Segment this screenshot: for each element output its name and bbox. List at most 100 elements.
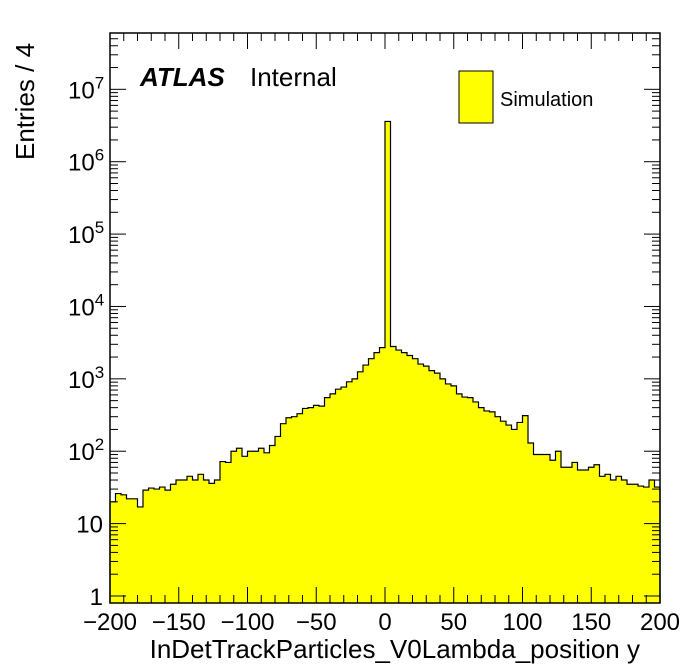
x-axis-title: InDetTrackParticles_V0Lambda_position y	[150, 634, 640, 664]
histogram-bin	[418, 364, 424, 603]
histogram-bin	[269, 445, 276, 603]
histogram-bin	[154, 489, 160, 603]
histogram-bin	[220, 461, 226, 603]
histogram-bin	[242, 456, 248, 603]
histogram-bin	[500, 421, 507, 603]
histogram-bin	[561, 467, 567, 603]
histogram-bin	[451, 385, 457, 603]
histogram-bin	[187, 476, 193, 603]
y-axis-ticks	[110, 32, 660, 597]
histogram-bin	[610, 480, 617, 603]
x-tick-label: −150	[152, 609, 206, 636]
histogram-bin	[484, 410, 490, 603]
histogram-bin	[363, 365, 369, 603]
histogram-bin	[528, 442, 534, 603]
histogram-bin	[396, 350, 402, 603]
histogram-bin	[401, 352, 408, 603]
y-tick-label: 10	[76, 512, 103, 539]
histogram-bars	[110, 121, 661, 603]
histogram-bin	[115, 493, 122, 603]
histogram-bin	[621, 480, 628, 603]
histogram-bin	[517, 422, 523, 603]
histogram-bin	[577, 470, 584, 603]
histogram-bin	[297, 413, 303, 603]
histogram-bin	[308, 407, 314, 603]
y-axis-tick-labels: 1 10 102 103 104 105 106 107	[68, 73, 104, 611]
histogram-bin	[236, 448, 243, 603]
histogram-bin	[583, 470, 589, 603]
x-tick-label: −200	[83, 609, 137, 636]
y-tick-label: 106	[68, 146, 104, 177]
histogram-bin	[357, 371, 364, 603]
histogram-outline	[109, 120, 661, 603]
histogram-bin	[539, 454, 545, 603]
x-tick-label: 50	[440, 609, 467, 636]
histogram-bin	[352, 378, 358, 603]
histogram-bin	[467, 397, 474, 603]
histogram-bin	[423, 366, 430, 603]
histogram-bin	[390, 346, 397, 603]
y-tick-label: 105	[68, 218, 104, 249]
histogram-bin	[264, 452, 270, 603]
histogram-bin	[627, 484, 633, 603]
histogram-bin	[407, 355, 413, 603]
histogram-bin	[159, 487, 166, 603]
histogram-bin	[379, 347, 386, 603]
histogram-bin	[643, 487, 650, 603]
histogram-bin	[286, 417, 292, 603]
histogram-bin	[605, 474, 611, 603]
histogram-bin	[247, 451, 254, 603]
y-tick-label: 103	[68, 363, 104, 394]
histogram-bin	[533, 454, 540, 603]
histogram-bin	[385, 121, 391, 603]
histogram-bin	[572, 462, 578, 603]
histogram-bin	[280, 423, 287, 603]
histogram-bin	[258, 448, 265, 603]
histogram-bin	[616, 476, 622, 603]
histogram-bin	[225, 462, 232, 603]
histogram-bin	[198, 474, 204, 603]
histogram-bin	[132, 498, 138, 603]
histogram-bin	[126, 498, 133, 603]
histogram-bin	[489, 411, 496, 603]
histogram-bin	[555, 451, 562, 603]
x-tick-label: −50	[296, 609, 337, 636]
histogram-bin	[214, 480, 221, 603]
histogram-bin	[594, 464, 600, 603]
histogram-bin	[599, 476, 606, 603]
histogram-bin	[209, 483, 215, 603]
histogram-bin	[231, 451, 237, 603]
histogram-bin	[511, 429, 518, 603]
histogram-bin	[649, 480, 655, 603]
histogram-bin	[566, 467, 573, 603]
histogram-bin	[137, 506, 144, 603]
internal-label: Internal	[250, 62, 337, 92]
y-axis-title: Entries / 4	[10, 43, 40, 160]
x-axis-ticks	[109, 33, 661, 603]
histogram-bin	[302, 408, 309, 603]
histogram-bin	[181, 480, 188, 603]
histogram-bin	[456, 393, 463, 603]
histogram-bin	[473, 401, 479, 603]
histogram-bin	[368, 358, 375, 603]
histogram-bin	[341, 387, 347, 603]
histogram-bin	[176, 480, 182, 603]
legend-swatch	[458, 70, 494, 124]
histogram-bin	[374, 352, 380, 603]
y-tick-label: 107	[68, 73, 104, 104]
histogram-bin	[638, 486, 644, 603]
histogram-bin	[148, 488, 155, 603]
histogram-bin	[346, 381, 353, 603]
histogram-bin	[335, 389, 342, 603]
x-tick-label: 200	[640, 609, 680, 636]
y-tick-label: 102	[68, 435, 104, 466]
histogram-bin	[445, 383, 452, 603]
histogram-bin	[478, 407, 485, 603]
x-axis-tick-labels: −200 −150 −100 −50 0 50 100 150 200	[83, 609, 680, 636]
histogram-bin	[429, 370, 435, 603]
histogram-bin	[412, 358, 419, 603]
histogram-bin	[275, 436, 281, 603]
histogram-bin	[324, 397, 331, 603]
histogram-bin	[330, 393, 336, 603]
